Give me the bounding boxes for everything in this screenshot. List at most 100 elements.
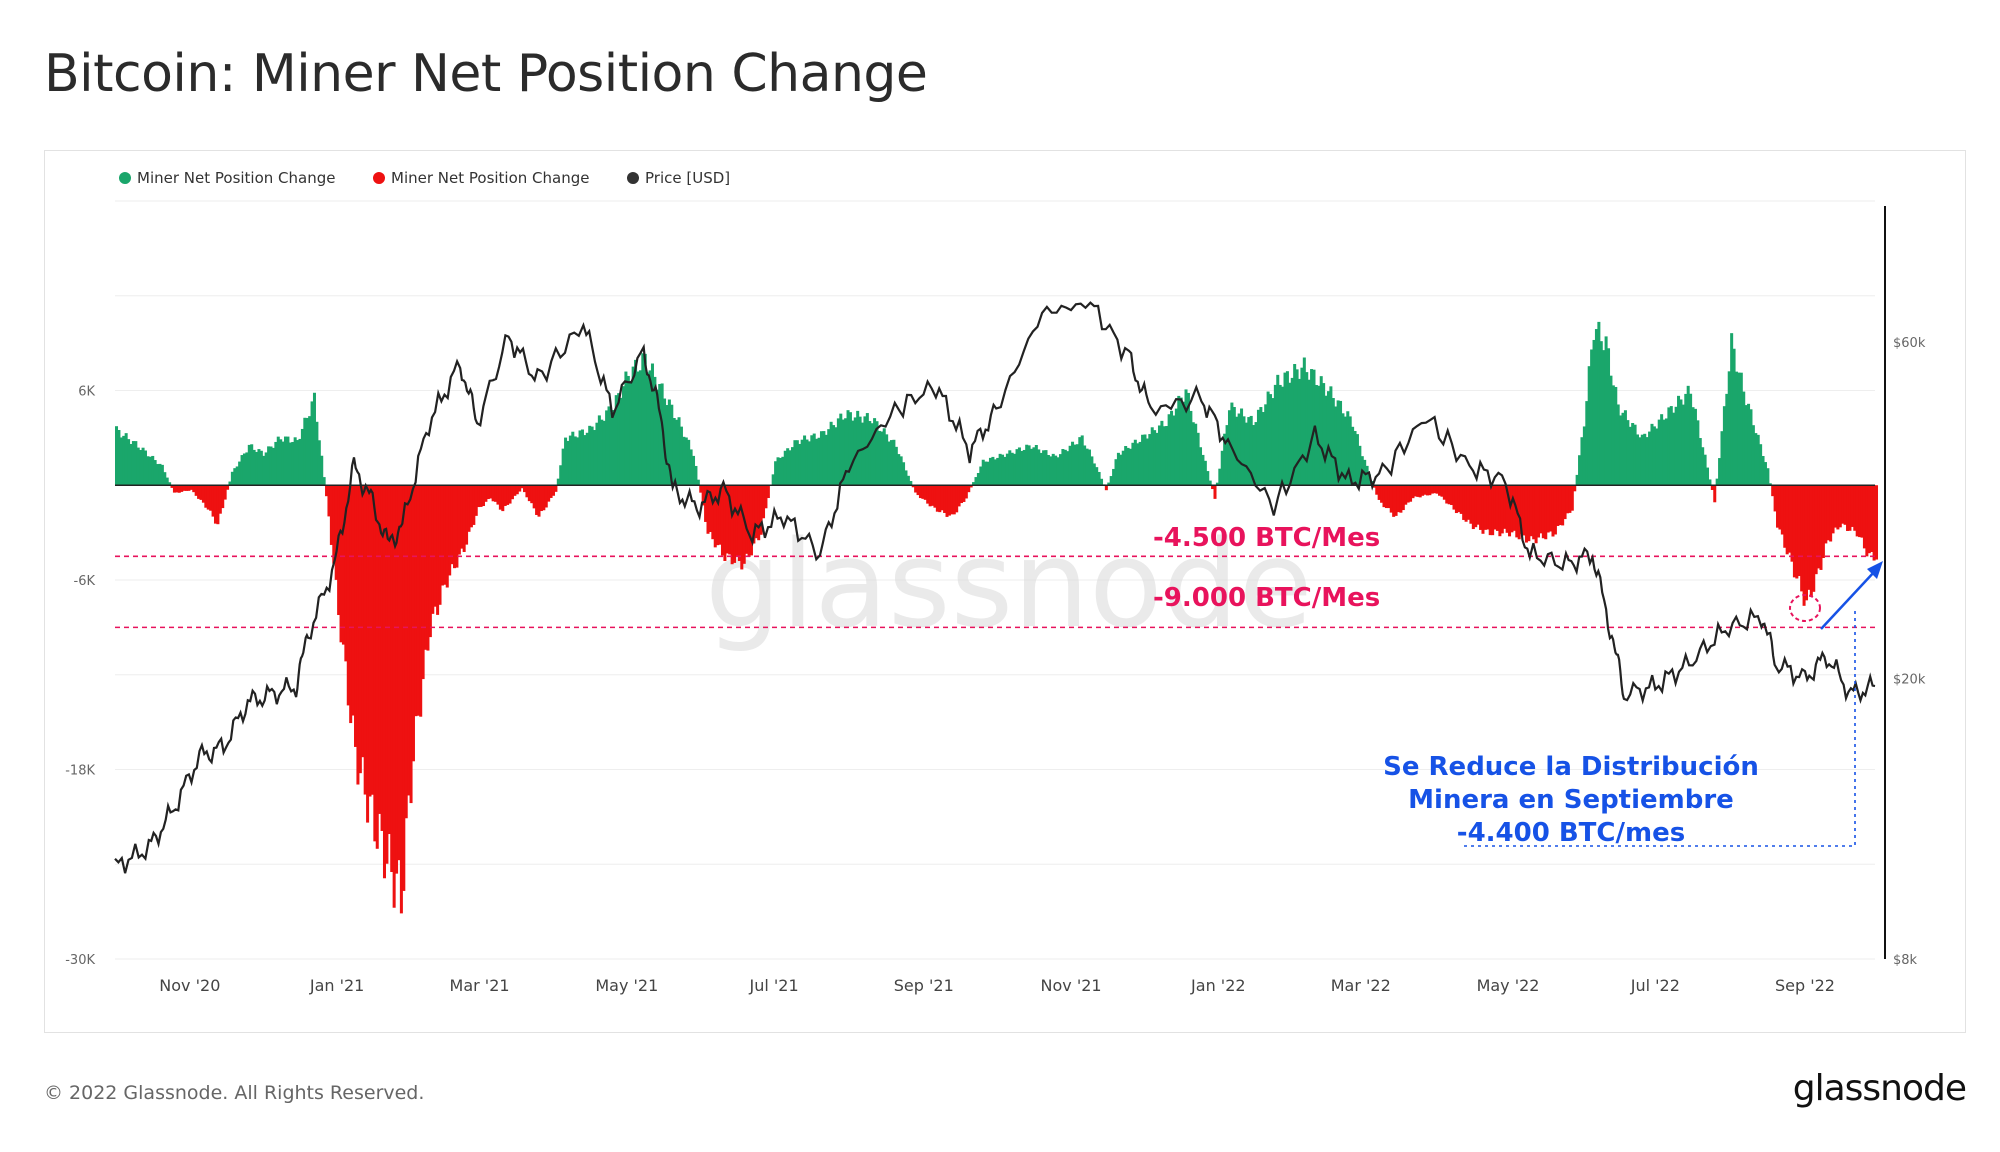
bar-positive <box>1010 452 1014 486</box>
bar-positive <box>1247 417 1251 486</box>
bar-positive <box>1626 420 1630 486</box>
bar-negative <box>481 485 485 507</box>
bar-negative <box>1809 485 1813 597</box>
bar-positive <box>771 474 775 486</box>
bar-positive <box>1223 433 1227 486</box>
bar-positive <box>296 440 300 486</box>
bar-positive <box>1691 407 1695 486</box>
bar-negative <box>334 485 338 580</box>
bar-positive <box>1085 448 1089 486</box>
legend-item-price[interactable]: Price [USD] <box>627 169 730 187</box>
bar-negative <box>1411 485 1415 499</box>
bar-negative <box>1568 485 1572 513</box>
bar-negative <box>1462 485 1466 520</box>
annotation-circle <box>1789 594 1821 622</box>
bar-positive <box>1722 406 1726 486</box>
bar-positive <box>1133 439 1137 486</box>
bar-negative <box>1858 485 1862 538</box>
bar-negative <box>1850 485 1854 527</box>
bar-positive <box>141 447 145 486</box>
x-tick-label: Nov '21 <box>1041 976 1102 995</box>
bar-positive <box>1329 386 1333 486</box>
bar-negative <box>1382 485 1386 508</box>
bar-negative <box>175 485 179 493</box>
legend-item-positive[interactable]: Miner Net Position Change <box>119 169 335 187</box>
bar-positive <box>1667 407 1671 486</box>
bar-positive <box>276 436 280 486</box>
bar-positive <box>148 456 152 486</box>
bar-positive <box>1631 423 1635 486</box>
bar-positive <box>793 440 797 486</box>
bar-negative <box>1104 485 1108 491</box>
bar-negative <box>1440 485 1444 497</box>
bar-negative <box>921 485 925 499</box>
bar-negative <box>404 485 408 819</box>
annotation-line-1: Se Reduce la Distribución <box>1383 752 1759 782</box>
bar-positive <box>1080 435 1084 486</box>
bar-positive <box>267 446 271 486</box>
bar-positive <box>1172 415 1176 486</box>
bar-positive <box>561 448 565 486</box>
bar-positive <box>250 444 254 486</box>
bar-negative <box>1862 485 1866 549</box>
bar-negative <box>1457 485 1461 513</box>
bar-positive <box>776 457 780 486</box>
bar-negative <box>392 485 396 908</box>
bar-positive <box>1073 444 1077 486</box>
bar-negative <box>455 485 459 568</box>
x-tick-label: Jul '22 <box>1630 976 1680 995</box>
bar-positive <box>1322 383 1326 486</box>
bar-positive <box>979 466 983 486</box>
bar-positive <box>909 481 913 486</box>
bar-positive <box>134 441 138 486</box>
bar-negative <box>201 485 205 503</box>
bar-negative <box>757 485 761 541</box>
bar-negative <box>397 485 401 861</box>
bar-positive <box>889 440 893 486</box>
bar-negative <box>1392 485 1396 517</box>
bar-negative <box>737 485 741 562</box>
bar-positive <box>1698 438 1702 486</box>
bar-positive <box>998 453 1002 486</box>
bar-negative <box>911 485 915 488</box>
bar-negative <box>218 485 222 514</box>
bar-positive <box>1032 447 1036 486</box>
bar-positive <box>807 441 811 486</box>
bar-negative <box>1848 485 1852 531</box>
bar-positive <box>880 431 884 486</box>
bar-positive <box>1623 410 1627 486</box>
bar-negative <box>1466 485 1471 520</box>
bar-negative <box>450 485 454 565</box>
bar-positive <box>899 456 903 486</box>
bar-positive <box>1090 456 1094 486</box>
bar-positive <box>996 457 1000 486</box>
bar-positive <box>583 435 587 486</box>
bar-negative <box>1870 485 1874 552</box>
bar-negative <box>431 485 435 614</box>
bar-positive <box>1652 426 1656 486</box>
legend-item-negative[interactable]: Miner Net Position Change <box>373 169 589 187</box>
bar-positive <box>559 465 563 486</box>
bar-positive <box>1590 349 1594 486</box>
bar-positive <box>1008 450 1012 486</box>
bar-positive <box>257 449 261 486</box>
bar-negative <box>1713 485 1717 503</box>
bar-positive <box>1162 426 1166 486</box>
bar-negative <box>1855 485 1859 537</box>
bar-positive <box>1083 445 1087 486</box>
bar-positive <box>117 430 121 486</box>
bar-positive <box>1696 420 1700 486</box>
legend[interactable]: Miner Net Position Change Miner Net Posi… <box>119 169 730 187</box>
bar-positive <box>648 370 652 486</box>
bar-negative <box>759 485 763 535</box>
bar-negative <box>1428 485 1432 496</box>
legend-label-price: Price [USD] <box>645 169 730 187</box>
bar-positive <box>286 436 290 486</box>
bar-positive <box>1003 456 1007 486</box>
bar-negative <box>950 485 954 515</box>
bar-negative <box>1522 485 1526 536</box>
bar-negative <box>1454 485 1458 514</box>
footer-logo[interactable]: glassnode <box>1792 1068 1967 1109</box>
bar-positive <box>873 418 877 486</box>
bar-positive <box>1283 372 1287 486</box>
